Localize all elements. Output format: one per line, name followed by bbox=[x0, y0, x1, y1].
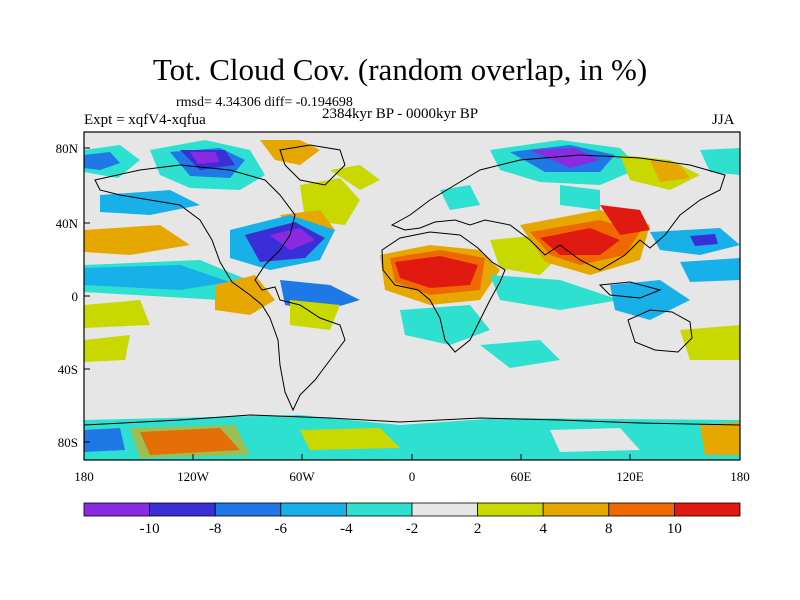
anomaly-patch bbox=[215, 275, 275, 315]
anomaly-patch bbox=[610, 280, 690, 320]
anomaly-patch bbox=[84, 152, 120, 170]
anomaly-patch bbox=[550, 428, 640, 452]
coastline-australia bbox=[627, 309, 693, 353]
lon-tick-label: 60E bbox=[511, 469, 532, 484]
anomaly-patch bbox=[330, 165, 380, 190]
latitude-axis: 80N 40N 0 40S 80S bbox=[56, 141, 90, 450]
plot-title: Tot. Cloud Cov. (random overlap, in %) bbox=[152, 52, 648, 87]
period-label: 2384kyr BP - 0000kyr BP bbox=[322, 106, 479, 122]
colorbar-swatch bbox=[411, 502, 478, 517]
lat-tick-label: 40S bbox=[58, 362, 78, 377]
colorbar-swatch bbox=[345, 502, 413, 517]
colorbar-swatch bbox=[149, 502, 216, 517]
anomaly-patch bbox=[540, 228, 620, 255]
anomaly-patch bbox=[84, 335, 130, 362]
anomaly-patch bbox=[700, 422, 740, 455]
lon-tick-label: 0 bbox=[409, 469, 416, 484]
anomaly-patch bbox=[490, 275, 620, 310]
anomaly-patch bbox=[480, 340, 560, 368]
anomaly-patch bbox=[190, 152, 220, 164]
colorbar-swatch bbox=[674, 502, 741, 517]
lon-tick-label: 180 bbox=[74, 469, 94, 484]
colorbar-label: -8 bbox=[209, 521, 222, 537]
anomaly-patch bbox=[440, 185, 480, 210]
lon-tick-label: 120W bbox=[177, 469, 210, 484]
colorbar-label: -2 bbox=[406, 521, 419, 537]
anomaly-patch bbox=[270, 228, 315, 250]
colorbar-label: -4 bbox=[340, 521, 353, 537]
anomaly-patch bbox=[84, 428, 125, 452]
colorbar-label: 4 bbox=[539, 521, 547, 537]
lat-tick-label: 80S bbox=[58, 435, 78, 450]
lat-tick-label: 40N bbox=[56, 216, 79, 231]
lat-tick-label: 80N bbox=[56, 141, 79, 156]
coastline-eurasia bbox=[390, 154, 726, 271]
coastline-antarctica bbox=[83, 414, 741, 426]
anomaly-patch bbox=[300, 428, 400, 450]
anomaly-patch bbox=[530, 148, 600, 168]
lon-tick-label: 60W bbox=[289, 469, 315, 484]
colorbar-swatch bbox=[542, 502, 610, 517]
lon-tick-label: 120E bbox=[616, 469, 644, 484]
colorbar-label: 10 bbox=[667, 521, 682, 537]
colorbar-label: 2 bbox=[474, 521, 482, 537]
experiment-label: Expt = xqfV4-xqfua bbox=[84, 112, 206, 128]
anomaly-patch bbox=[400, 305, 490, 345]
anomaly-patch bbox=[84, 265, 230, 290]
lat-tick-label: 0 bbox=[72, 289, 79, 304]
colorbar-swatch bbox=[608, 502, 675, 517]
map-panel bbox=[83, 131, 741, 461]
colorbar-swatch bbox=[214, 502, 282, 517]
colorbar-swatch bbox=[83, 502, 150, 517]
stats-text: rmsd= 4.34306 diff= -0.194698 bbox=[176, 95, 353, 110]
colorbar-label: 8 bbox=[605, 521, 613, 537]
anomaly-patch bbox=[600, 205, 650, 235]
lon-tick-label: 180 bbox=[730, 469, 750, 484]
coastlines bbox=[83, 144, 741, 426]
anomaly-patch bbox=[690, 234, 718, 246]
anomaly-patch bbox=[560, 185, 600, 210]
anomaly-patch bbox=[700, 148, 740, 175]
coastline-americas bbox=[94, 164, 346, 412]
coastline-indonesia bbox=[598, 281, 662, 299]
anomaly-patch bbox=[395, 256, 478, 288]
coastline-africa bbox=[381, 231, 506, 353]
season-label: JJA bbox=[712, 112, 735, 128]
anomaly-patch bbox=[84, 225, 190, 255]
anomaly-patch bbox=[680, 325, 740, 360]
anomaly-patch bbox=[84, 300, 150, 328]
colorbar-label: -6 bbox=[275, 521, 288, 537]
anomaly-patch bbox=[680, 258, 740, 282]
anomaly-field bbox=[84, 140, 740, 460]
colorbar-swatch bbox=[280, 502, 347, 517]
longitude-axis: 180 120W 60W 0 60E 120E 180 bbox=[74, 454, 750, 484]
colorbar-swatch bbox=[477, 502, 544, 517]
anomaly-patch bbox=[130, 425, 250, 458]
coastline-greenland bbox=[279, 144, 346, 186]
colorbar: -10 -8 -6 -4 -2 2 4 8 10 bbox=[83, 502, 741, 537]
colorbar-label: -10 bbox=[140, 521, 160, 537]
anomaly-patch bbox=[650, 160, 690, 182]
